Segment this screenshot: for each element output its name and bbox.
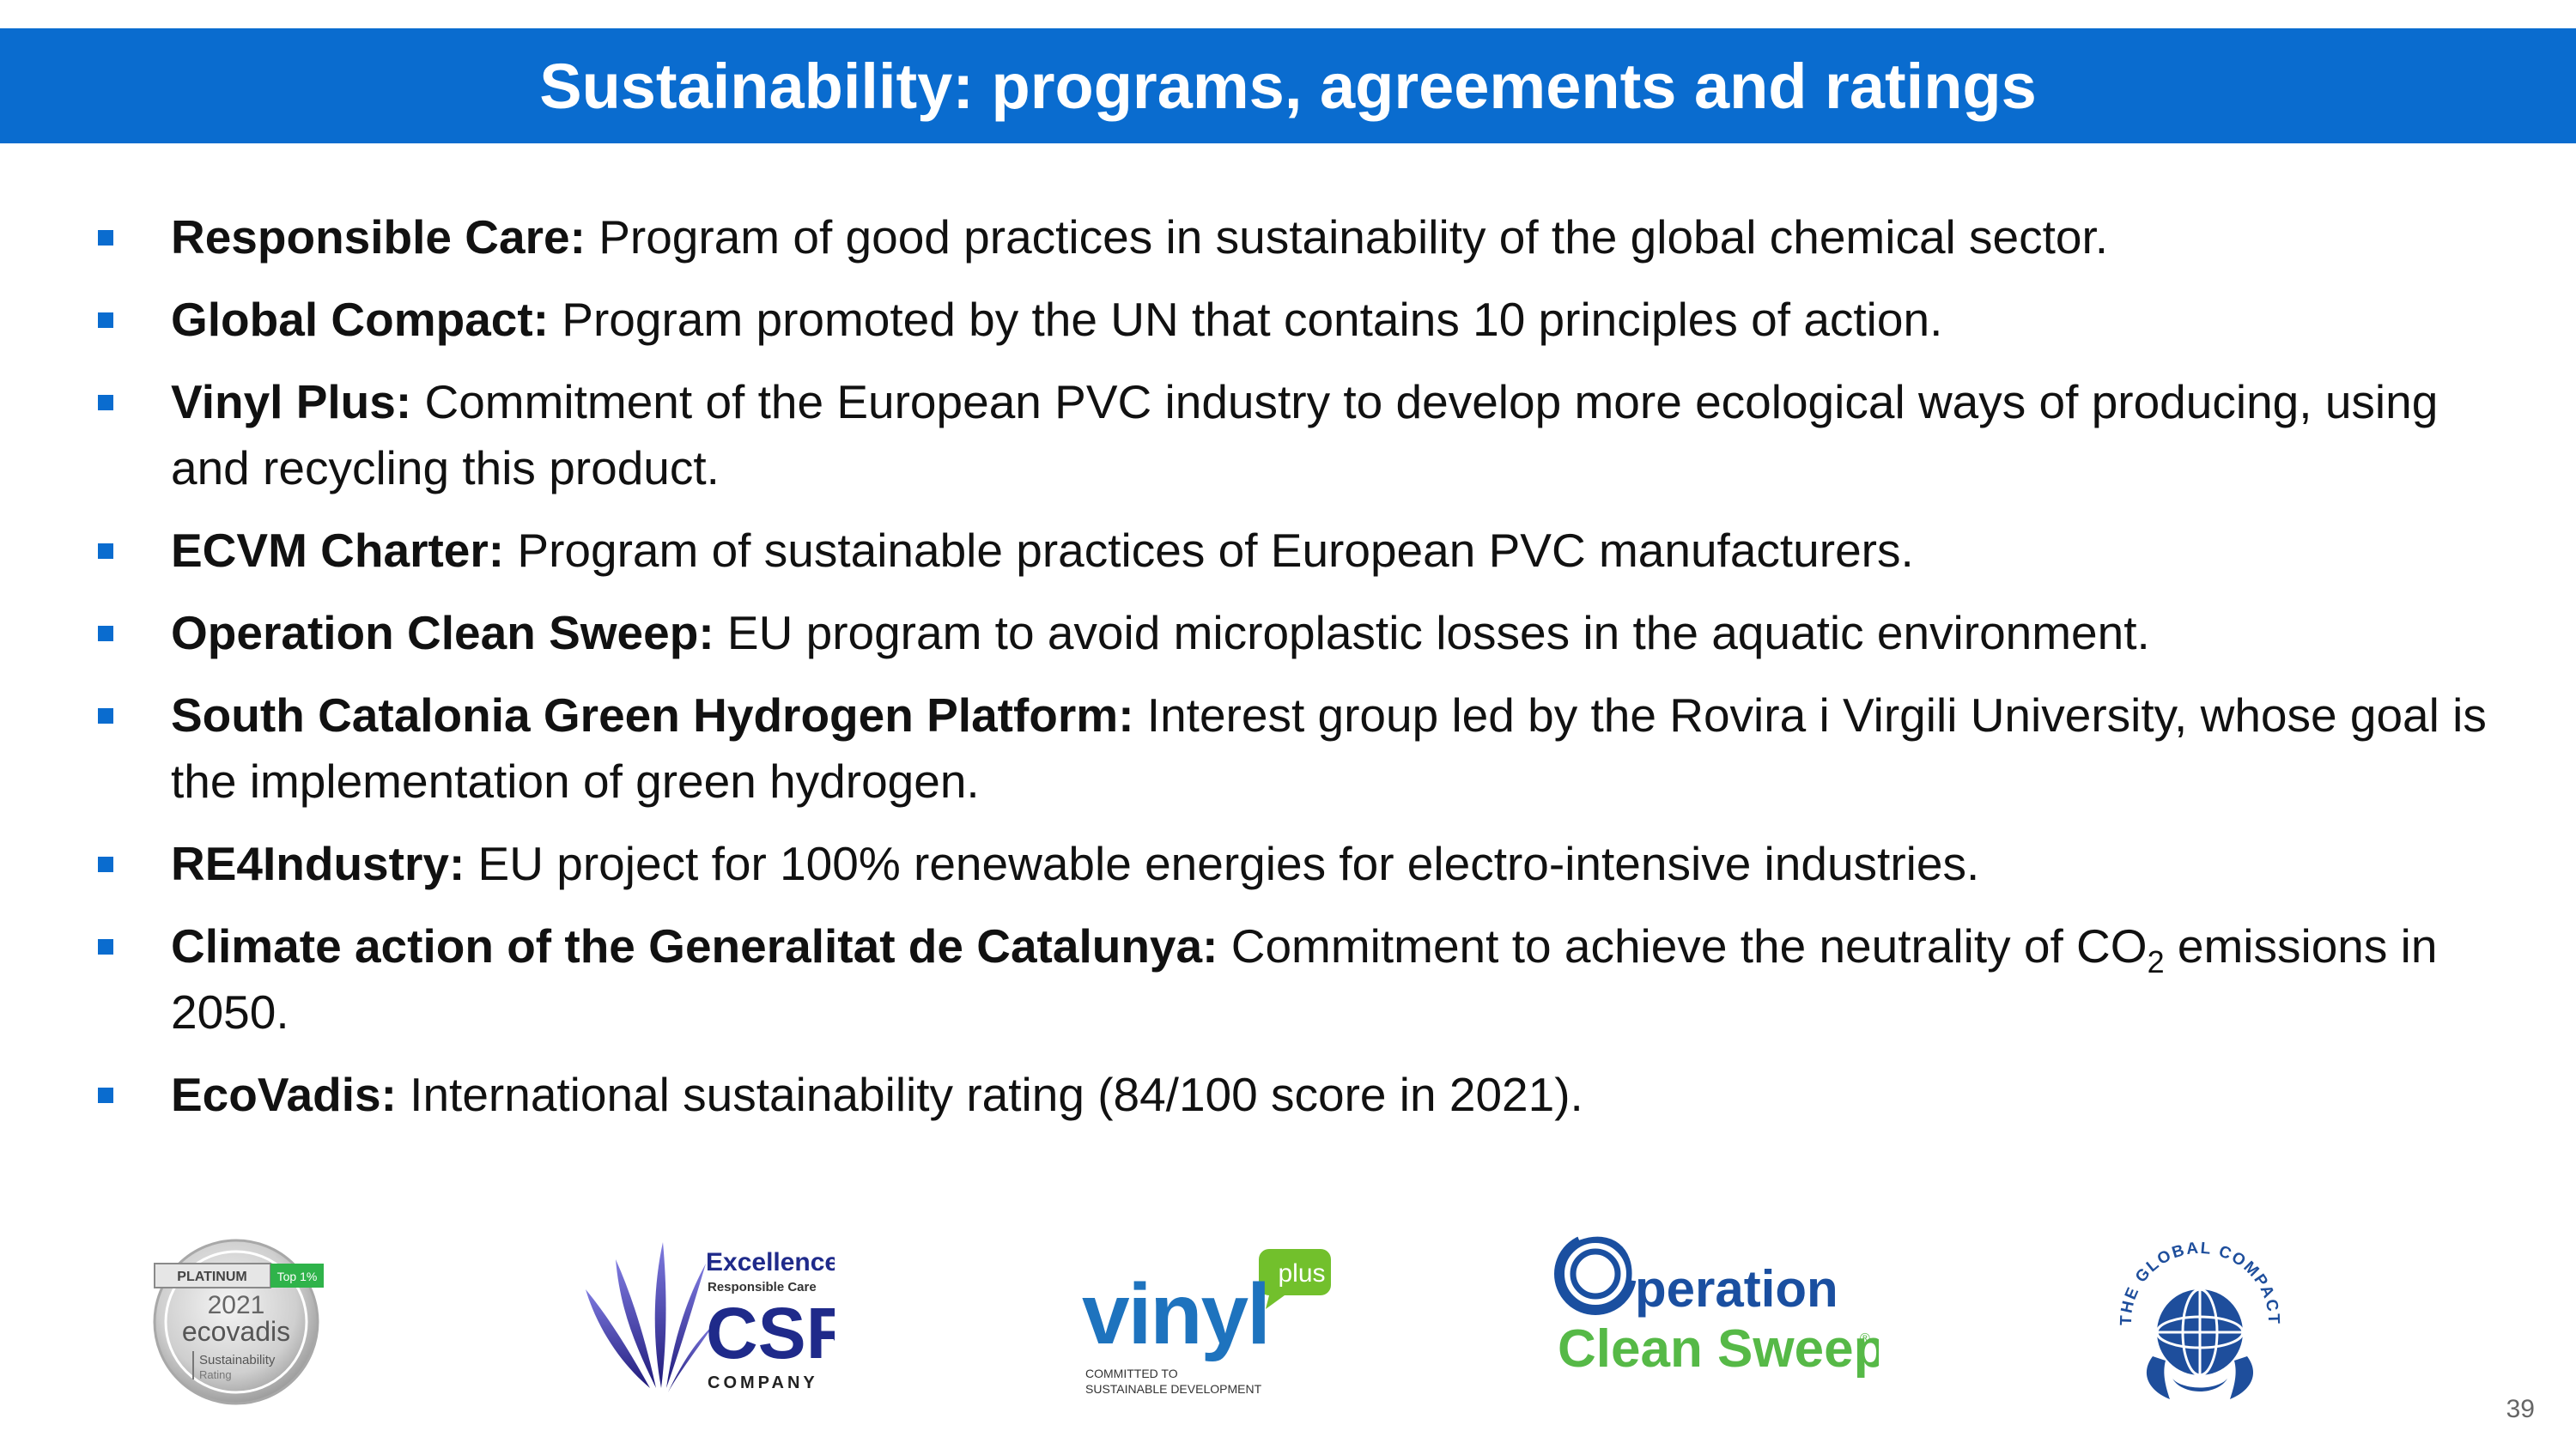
- bullet-item: South Catalonia Green Hydrogen Platform:…: [94, 682, 2499, 815]
- bullet-term: South Catalonia Green Hydrogen Platform:: [171, 688, 1134, 742]
- top-margin: [0, 0, 2576, 28]
- bullet-marker: [98, 857, 113, 872]
- bullet-marker: [98, 626, 113, 641]
- csr-line2: Responsible Care: [708, 1280, 817, 1294]
- ocs-line1: peration: [1635, 1260, 1838, 1318]
- operation-clean-sweep-logo: peration Clean Sweep ®: [1554, 1231, 1879, 1379]
- bullet-text: Program of good practices in sustainabil…: [585, 210, 2109, 264]
- bullet-text: Interest group led by the Rovira i Virgi…: [171, 688, 2487, 808]
- slide-title: Sustainability: programs, agreements and…: [539, 50, 2037, 122]
- ecovadis-logo: PLATINUM Top 1% 2021 ecovadis Sustainabi…: [153, 1239, 324, 1405]
- bullet-item: Responsible Care: Program of good practi…: [94, 204, 2499, 270]
- bullet-marker: [98, 395, 113, 410]
- bullet-item: Operation Clean Sweep: EU program to avo…: [94, 600, 2499, 666]
- bullet-marker: [98, 1088, 113, 1103]
- csr-mark: CSR: [706, 1293, 835, 1373]
- title-bar: Sustainability: programs, agreements and…: [0, 28, 2576, 143]
- bullet-item: Climate action of the Generalitat de Cat…: [94, 913, 2499, 1046]
- vinyl-name: vinyl: [1082, 1266, 1269, 1362]
- ecovadis-line1: Sustainability: [199, 1353, 276, 1367]
- bullet-marker: [98, 939, 113, 955]
- bullet-term: Climate action of the Generalitat de Cat…: [171, 919, 1218, 973]
- ocs-line2: Clean Sweep: [1558, 1319, 1879, 1379]
- bullet-text: EU project for 100% renewable energies f…: [465, 837, 1980, 890]
- bullet-marker: [98, 312, 113, 328]
- ocs-registered: ®: [1860, 1331, 1870, 1346]
- bullet-item: ECVM Charter: Program of sustainable pra…: [94, 518, 2499, 584]
- bullet-marker: [98, 543, 113, 559]
- bullet-term: Operation Clean Sweep:: [171, 606, 714, 659]
- bullet-text: Commitment to achieve the neutrality of …: [1218, 919, 2148, 973]
- bullet-term: Responsible Care:: [171, 210, 586, 264]
- bullet-text-continued: emissions in 2050.: [171, 919, 2438, 1039]
- csr-line1: Excellence: [706, 1248, 835, 1276]
- vinyl-line2: SUSTAINABLE DEVELOPMENT: [1085, 1382, 1262, 1396]
- bullet-text: Commitment of the European PVC industry …: [171, 375, 2439, 494]
- csr-logo: Excellence Responsible Care CSR COMPANY: [586, 1242, 835, 1392]
- bullet-term: RE4Industry:: [171, 837, 465, 890]
- bullet-item: Vinyl Plus: Commitment of the European P…: [94, 369, 2499, 501]
- bullet-item: Global Compact: Program promoted by the …: [94, 287, 2499, 353]
- ecovadis-tier: PLATINUM: [177, 1270, 246, 1284]
- vinyl-plus: plus: [1278, 1259, 1325, 1288]
- ecovadis-badge: Top 1%: [277, 1270, 318, 1283]
- csr-line3: COMPANY: [708, 1373, 818, 1392]
- bullet-text: Program promoted by the UN that contains…: [549, 293, 1943, 346]
- bullet-term: ECVM Charter:: [171, 524, 505, 577]
- global-compact-logo: THE GLOBAL COMPACT: [2117, 1240, 2281, 1399]
- bullet-term: Global Compact:: [171, 293, 550, 346]
- vinyl-line1: COMMITTED TO: [1085, 1367, 1178, 1380]
- ecovadis-name: ecovadis: [182, 1316, 290, 1347]
- bullet-text: International sustainability rating (84/…: [396, 1068, 1583, 1121]
- logo-row: PLATINUM Top 1% 2021 ecovadis Sustainabi…: [0, 1210, 2576, 1416]
- bullet-item: RE4Industry: EU project for 100% renewab…: [94, 831, 2499, 897]
- page-number: 39: [2506, 1395, 2535, 1423]
- bullet-marker: [98, 230, 113, 246]
- ecovadis-line2: Rating: [199, 1368, 232, 1381]
- bullet-text: Program of sustainable practices of Euro…: [504, 524, 1914, 577]
- bullet-marker: [98, 708, 113, 724]
- co2-subscript: 2: [2147, 944, 2165, 979]
- bullet-list: Responsible Care: Program of good practi…: [94, 204, 2499, 1144]
- bullet-item: EcoVadis: International sustainability r…: [94, 1062, 2499, 1128]
- bullet-term: Vinyl Plus:: [171, 375, 412, 428]
- bullet-text: EU program to avoid microplastic losses …: [714, 606, 2150, 659]
- ecovadis-year: 2021: [208, 1291, 265, 1319]
- bullet-term: EcoVadis:: [171, 1068, 397, 1121]
- vinylplus-logo: plus vinyl COMMITTED TO SUSTAINABLE DEVE…: [1082, 1249, 1331, 1396]
